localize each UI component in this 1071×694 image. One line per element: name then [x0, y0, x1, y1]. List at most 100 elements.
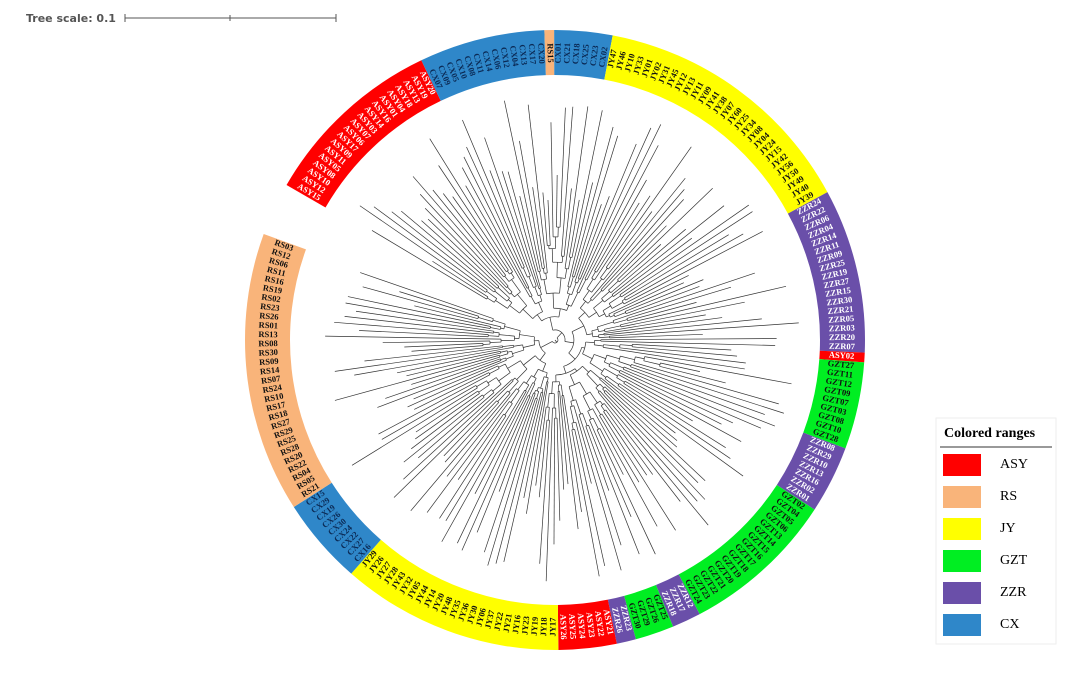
legend-swatch [943, 550, 981, 572]
branch [594, 270, 597, 273]
branch [625, 279, 704, 312]
branch [604, 325, 621, 330]
branch [465, 185, 531, 298]
branch [504, 326, 521, 332]
branch [446, 388, 517, 477]
branch [570, 292, 579, 307]
branch [533, 392, 536, 394]
branch [539, 420, 550, 564]
branch [619, 347, 746, 364]
branch [505, 355, 514, 360]
leaf-label: JY16 [510, 614, 522, 634]
branch [547, 199, 551, 246]
branch [599, 313, 605, 318]
branch [589, 391, 598, 404]
branch [504, 100, 541, 272]
branch [608, 211, 653, 270]
branch [517, 381, 525, 390]
branch [498, 334, 515, 337]
branch [542, 192, 548, 246]
legend: Colored ranges ASY RS JY GZT ZZR CX [935, 417, 1057, 645]
branch [567, 292, 572, 296]
branch [466, 146, 523, 269]
branch [552, 292, 555, 309]
branch [625, 233, 744, 301]
branch [591, 271, 596, 279]
range-band [293, 482, 381, 574]
branch [602, 386, 606, 390]
leaf-label: ZZR15 [824, 285, 851, 299]
range-band [554, 30, 613, 80]
leaf-label: CX18 [570, 43, 582, 64]
branch [614, 312, 626, 318]
branch [489, 368, 500, 374]
branch [622, 368, 762, 429]
branch [553, 307, 567, 311]
branch [526, 381, 549, 514]
branch [619, 383, 731, 459]
branch [586, 145, 659, 281]
branch [564, 106, 589, 269]
branch [609, 333, 703, 339]
branch [557, 391, 565, 490]
branch [578, 413, 583, 415]
branch [506, 269, 509, 272]
branch [522, 308, 533, 319]
range-band [351, 539, 559, 651]
branch [606, 354, 620, 360]
leaf-label: JY10 [622, 52, 637, 73]
legend-swatch [943, 518, 981, 540]
branch [590, 189, 685, 300]
branch [563, 188, 572, 257]
branch [508, 277, 515, 282]
branch [582, 391, 591, 397]
branch [609, 322, 799, 337]
leaf-label: CX20 [536, 43, 547, 64]
branch [631, 364, 784, 414]
branch [354, 346, 514, 376]
branch [457, 395, 529, 544]
tree [325, 100, 799, 582]
branch [501, 171, 540, 289]
branch [404, 343, 483, 348]
branch [476, 380, 487, 387]
branch [610, 362, 624, 369]
legend-label: RS [1000, 489, 1017, 504]
branch [536, 387, 539, 391]
branch [511, 379, 514, 382]
branch [594, 195, 651, 281]
branch [621, 298, 626, 302]
branch [599, 378, 678, 448]
branch [500, 327, 504, 330]
branch [497, 390, 508, 402]
branch [508, 381, 519, 393]
branch [421, 220, 498, 289]
branch [564, 268, 568, 279]
branch [601, 291, 610, 299]
branch [635, 356, 645, 360]
branch [606, 375, 619, 385]
leaf-label: CX23 [588, 45, 601, 67]
branch [432, 260, 489, 298]
branch [613, 237, 693, 297]
branch [613, 319, 628, 324]
branch [539, 295, 543, 302]
branch [600, 268, 608, 279]
leaf-label: JY46 [614, 50, 628, 71]
range-band [819, 350, 865, 363]
branch [597, 326, 599, 332]
branch [443, 400, 497, 457]
branch [565, 293, 570, 305]
branch [588, 311, 597, 318]
branch [587, 410, 592, 420]
branch [569, 199, 580, 258]
branch [574, 281, 578, 284]
branch [582, 299, 589, 304]
branch [561, 256, 564, 263]
branch [538, 368, 548, 374]
branch [600, 368, 605, 374]
leaf-label: RS16 [264, 273, 285, 287]
branch [604, 314, 706, 333]
branch [442, 193, 506, 276]
branch [582, 290, 590, 300]
